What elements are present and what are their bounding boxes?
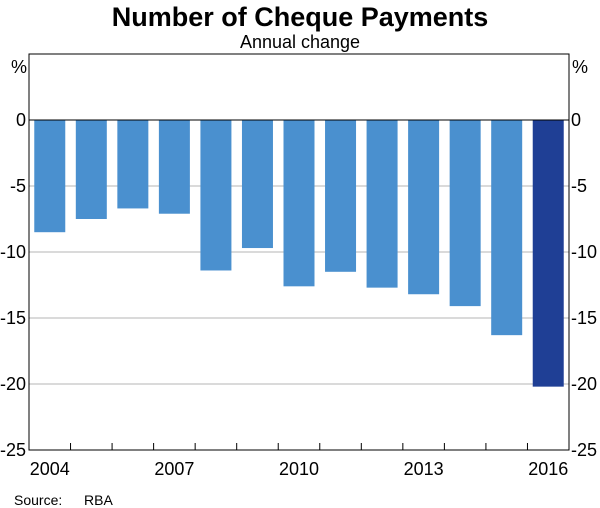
- source-note: Source: RBA: [14, 493, 113, 508]
- y-tick-label-left: -25: [0, 440, 26, 460]
- y-unit-left: %: [11, 57, 27, 77]
- x-tick-label: 2016: [528, 459, 568, 479]
- bar-2014: [449, 120, 481, 307]
- plot-frame: [28, 53, 570, 451]
- y-tick-label-left: -20: [0, 374, 26, 394]
- bar-2009: [241, 120, 273, 249]
- y-tick-label-right: -5: [571, 176, 587, 196]
- y-tick-label-right: -10: [571, 242, 597, 262]
- y-tick-label-right: 0: [571, 110, 581, 130]
- bar-2010: [283, 120, 315, 287]
- x-tick-label: 2004: [30, 459, 70, 479]
- y-tick-label-right: -15: [571, 308, 597, 328]
- x-tick-label: 2007: [154, 459, 194, 479]
- bar-2012: [366, 120, 398, 288]
- bar-2005: [75, 120, 107, 219]
- x-tick-label: 2013: [404, 459, 444, 479]
- source-value: RBA: [84, 492, 113, 508]
- y-tick-label-left: 0: [16, 110, 26, 130]
- x-tick-label: 2010: [279, 459, 319, 479]
- bar-2007: [158, 120, 190, 214]
- bar-2015: [491, 120, 523, 336]
- y-tick-label-left: -5: [10, 176, 26, 196]
- bar-2011: [325, 120, 357, 272]
- y-tick-label-right: -25: [571, 440, 597, 460]
- bar-2008: [200, 120, 232, 271]
- axis-ticks: [29, 119, 569, 450]
- bar-2004: [34, 120, 66, 233]
- chart-title: Number of Cheque Payments: [111, 2, 489, 32]
- bar-2006: [117, 120, 149, 209]
- y-tick-label-left: -10: [0, 242, 26, 262]
- source-label: Source:: [14, 492, 63, 508]
- y-tick-label-left: -15: [0, 308, 26, 328]
- y-unit-right: %: [572, 57, 588, 77]
- bars: [34, 120, 564, 387]
- bar-2013: [408, 120, 440, 295]
- y-tick-label-right: -20: [571, 374, 597, 394]
- bar-2016: [532, 120, 564, 387]
- chart-subtitle: Annual change: [239, 32, 361, 52]
